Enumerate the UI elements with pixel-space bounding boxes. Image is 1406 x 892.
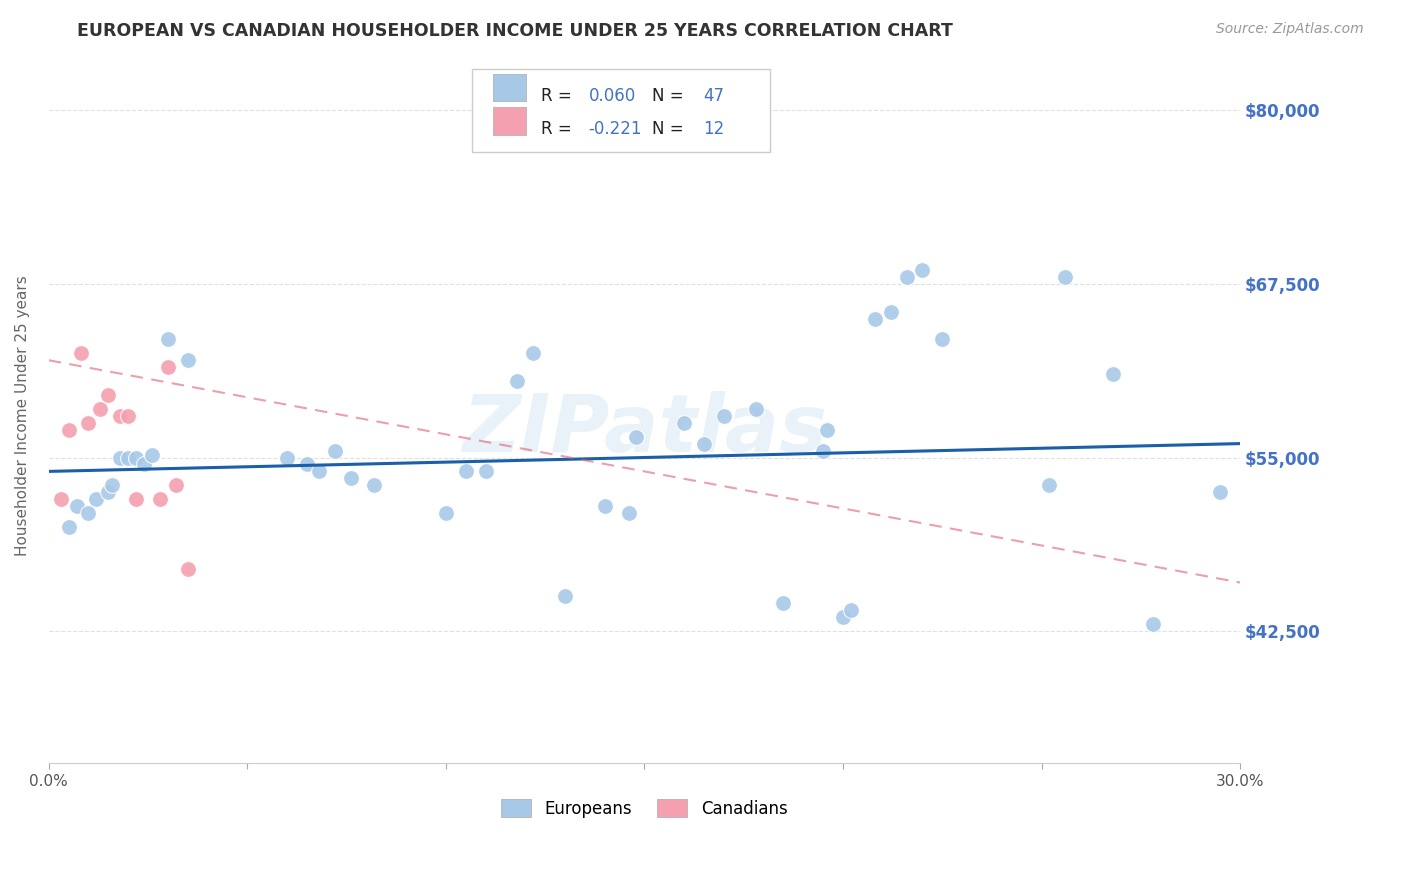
Point xyxy=(522,346,544,360)
Point xyxy=(125,492,148,507)
Point xyxy=(97,388,120,402)
Point xyxy=(454,464,477,478)
Point xyxy=(713,409,735,423)
Text: ZIPatlas: ZIPatlas xyxy=(463,391,827,468)
Point xyxy=(931,333,953,347)
Point xyxy=(110,450,132,465)
Point xyxy=(101,478,124,492)
Point xyxy=(434,506,457,520)
Point xyxy=(811,443,834,458)
Point xyxy=(772,596,794,610)
Point xyxy=(896,269,918,284)
Point xyxy=(863,311,886,326)
Text: 0.060: 0.060 xyxy=(589,87,636,104)
Text: 47: 47 xyxy=(703,87,724,104)
Point xyxy=(125,450,148,465)
Text: -0.221: -0.221 xyxy=(589,120,643,138)
Point xyxy=(911,263,934,277)
Point xyxy=(65,499,87,513)
Point xyxy=(879,304,901,318)
Point xyxy=(1102,367,1125,381)
Point xyxy=(339,471,361,485)
Point xyxy=(1142,617,1164,632)
Point xyxy=(89,401,111,416)
Point xyxy=(363,478,385,492)
Point xyxy=(97,485,120,500)
Point xyxy=(593,499,616,513)
Text: R =: R = xyxy=(541,87,576,104)
Point xyxy=(474,464,496,478)
Point xyxy=(141,448,163,462)
Point xyxy=(156,360,179,375)
Point xyxy=(554,590,576,604)
Point xyxy=(1054,269,1077,284)
Point xyxy=(673,416,696,430)
Point xyxy=(177,561,200,575)
Point xyxy=(86,492,108,507)
Point xyxy=(1038,478,1060,492)
Point xyxy=(177,353,200,368)
Point xyxy=(69,346,91,360)
Text: Source: ZipAtlas.com: Source: ZipAtlas.com xyxy=(1216,22,1364,37)
Point xyxy=(815,423,838,437)
Point xyxy=(77,506,100,520)
Point xyxy=(110,409,132,423)
Point xyxy=(506,374,529,388)
Y-axis label: Householder Income Under 25 years: Householder Income Under 25 years xyxy=(15,276,30,557)
Point xyxy=(323,443,346,458)
Point xyxy=(1209,485,1232,500)
Point xyxy=(295,458,318,472)
Point xyxy=(77,416,100,430)
Point xyxy=(156,333,179,347)
Point xyxy=(58,423,80,437)
Point xyxy=(117,450,139,465)
Point xyxy=(276,450,298,465)
Point xyxy=(832,610,855,624)
Point xyxy=(49,492,72,507)
Bar xyxy=(494,74,526,101)
Point xyxy=(744,401,766,416)
Text: N =: N = xyxy=(651,87,689,104)
Point xyxy=(58,520,80,534)
Point xyxy=(165,478,187,492)
Point xyxy=(308,464,330,478)
Text: R =: R = xyxy=(541,120,576,138)
Point xyxy=(617,506,640,520)
Text: N =: N = xyxy=(651,120,689,138)
Text: EUROPEAN VS CANADIAN HOUSEHOLDER INCOME UNDER 25 YEARS CORRELATION CHART: EUROPEAN VS CANADIAN HOUSEHOLDER INCOME … xyxy=(77,22,953,40)
Point xyxy=(693,436,716,450)
Point xyxy=(132,458,155,472)
Point xyxy=(839,603,862,617)
Legend: Europeans, Canadians: Europeans, Canadians xyxy=(495,793,794,824)
Point xyxy=(117,409,139,423)
Bar xyxy=(494,107,526,135)
Point xyxy=(149,492,172,507)
Point xyxy=(626,430,648,444)
Text: 12: 12 xyxy=(703,120,724,138)
FancyBboxPatch shape xyxy=(471,69,769,152)
